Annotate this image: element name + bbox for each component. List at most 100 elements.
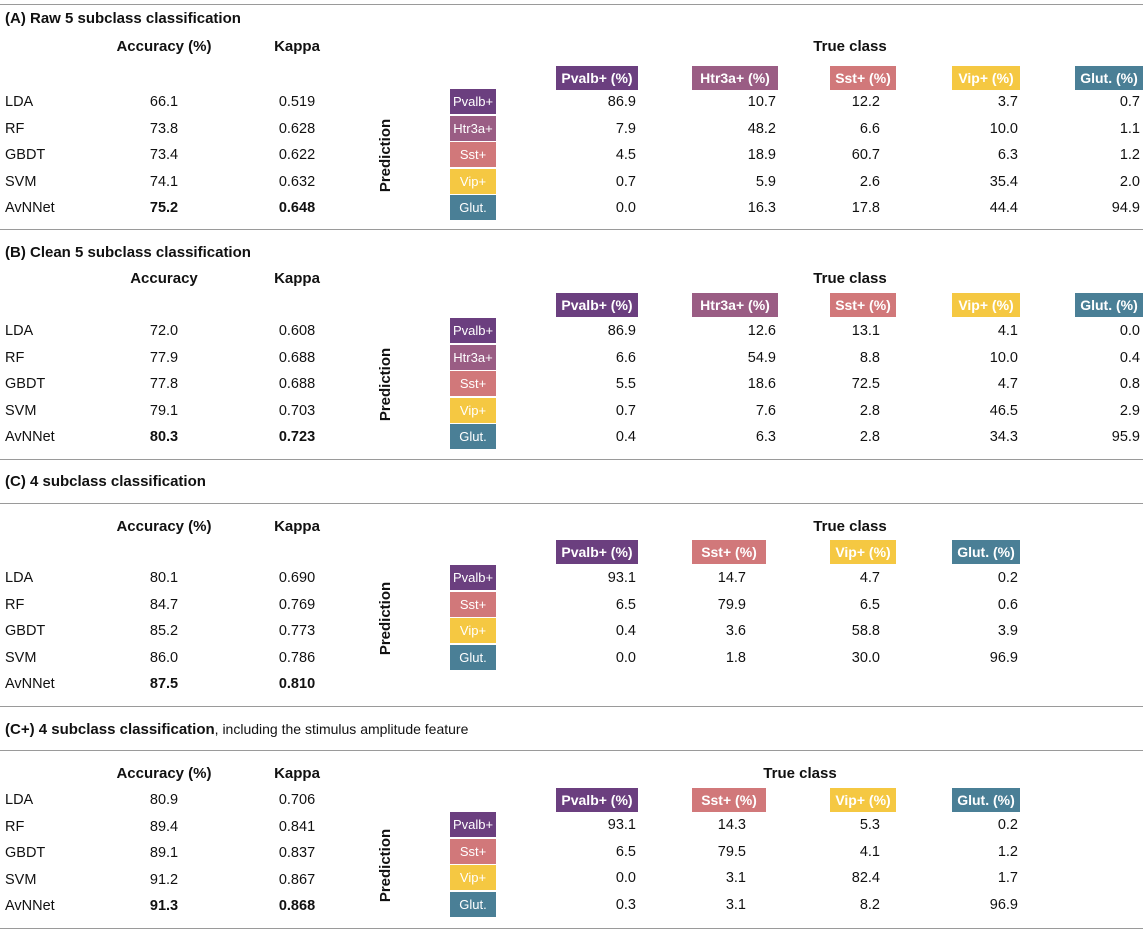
confusion-matrix-cell: 13.1 [851,323,880,339]
true-class-badge: Glut. (%) [1075,66,1143,90]
section-title: (C) 4 subclass classification [5,473,206,490]
confusion-matrix-cell: 5.5 [615,376,636,392]
true-class-badge: Pvalb+ (%) [556,540,638,564]
prediction-class-label: Glut. [450,891,496,918]
prediction-class-label: Vip+ [450,618,496,644]
confusion-matrix-cell: 0.0 [615,200,636,216]
accuracy-value: 87.5 [149,676,179,692]
confusion-matrix-cell: 2.8 [859,402,880,419]
confusion-matrix-cell: 0.6 [997,596,1018,613]
confusion-matrix-cell: 16.3 [747,200,776,216]
confusion-matrix-cell: 35.4 [989,173,1018,190]
confusion-matrix-cell: 93.1 [607,570,636,586]
section-divider [0,229,1143,230]
true-class-badge: Sst+ (%) [830,293,896,317]
confusion-matrix-cell: 18.9 [747,147,776,163]
kappa-value: 0.703 [278,402,316,419]
true-class-badge: Vip+ (%) [830,788,896,812]
accuracy-value: 80.3 [149,429,179,445]
accuracy-value: 72.0 [149,323,179,339]
accuracy-header: Accuracy (%) [116,38,212,55]
confusion-matrix-cell: 4.5 [615,147,636,163]
confusion-matrix-cell: 1.2 [997,843,1018,860]
method-name: GBDT [5,845,46,861]
true-class-badge: Glut. (%) [952,788,1020,812]
kappa-value: 0.648 [278,200,316,216]
kappa-value: 0.690 [278,570,316,586]
prediction-class-label: Htr3a+ [450,344,496,371]
method-name: RF [5,596,25,613]
confusion-matrix-cell: 86.9 [607,94,636,110]
confusion-matrix-cell: 6.6 [859,120,880,137]
confusion-matrix-cell: 95.9 [1111,429,1140,445]
true-class-header: True class [813,270,887,287]
method-name: SVM [5,173,37,190]
method-name: SVM [5,402,37,419]
confusion-matrix-cell: 14.3 [717,817,746,833]
kappa-header: Kappa [274,38,320,55]
confusion-matrix-cell: 6.3 [997,147,1018,163]
accuracy-value: 77.9 [149,349,179,366]
confusion-matrix-cell: 6.6 [615,349,636,366]
confusion-matrix-cell: 72.5 [851,376,880,392]
kappa-value: 0.773 [278,623,316,639]
kappa-value: 0.786 [278,649,316,666]
true-class-badge: Vip+ (%) [952,66,1020,90]
true-class-badge: Htr3a+ (%) [692,66,778,90]
confusion-matrix-cell: 82.4 [851,870,880,886]
prediction-axis-text: Prediction [377,828,395,902]
prediction-class-label: Sst+ [450,142,496,168]
confusion-matrix-cell: 0.7 [1119,94,1140,110]
confusion-matrix-cell: 6.5 [615,596,636,613]
confusion-matrix-cell: 0.7 [615,173,636,190]
true-class-badge: Sst+ (%) [830,66,896,90]
accuracy-value: 85.2 [149,623,179,639]
section-title-bold: (C) 4 subclass classification [5,473,206,490]
confusion-matrix-cell: 6.3 [755,429,776,445]
section-divider [0,706,1143,707]
true-class-badge: Pvalb+ (%) [556,293,638,317]
prediction-axis-text: Prediction [377,347,395,421]
accuracy-value: 79.1 [149,402,179,419]
section-title-bold: (B) Clean 5 subclass classification [5,244,251,261]
accuracy-value: 89.4 [149,818,179,835]
true-class-header: True class [763,765,837,782]
confusion-matrix-cell: 3.9 [997,623,1018,639]
accuracy-value: 75.2 [149,200,179,216]
confusion-matrix-cell: 4.7 [997,376,1018,392]
accuracy-header: Accuracy (%) [116,518,212,535]
method-name: GBDT [5,623,46,639]
confusion-matrix-cell: 3.1 [725,870,746,886]
accuracy-value: 73.8 [149,120,179,137]
accuracy-header: Accuracy (%) [116,765,212,782]
prediction-class-label: Vip+ [450,168,496,195]
prediction-axis-label: Prediction [376,565,396,671]
confusion-matrix-cell: 54.9 [747,349,776,366]
confusion-matrix-cell: 93.1 [607,817,636,833]
confusion-matrix-cell: 79.5 [717,843,746,860]
confusion-matrix-cell: 2.0 [1119,173,1140,190]
method-name: LDA [5,570,34,586]
prediction-class-label: Glut. [450,424,496,450]
confusion-matrix-cell: 8.8 [859,349,880,366]
accuracy-value: 80.9 [149,792,179,808]
method-name: AvNNet [5,200,55,216]
section-title: (A) Raw 5 subclass classification [5,10,241,27]
prediction-class-label: Pvalb+ [450,565,496,591]
kappa-value: 0.688 [278,349,316,366]
true-class-badge: Pvalb+ (%) [556,788,638,812]
confusion-matrix-cell: 3.6 [725,623,746,639]
kappa-value: 0.622 [278,147,316,163]
true-class-badge: Pvalb+ (%) [556,66,638,90]
section-title-bold: (A) Raw 5 subclass classification [5,10,241,27]
accuracy-value: 73.4 [149,147,179,163]
confusion-matrix-cell: 12.2 [851,94,880,110]
confusion-matrix-cell: 10.0 [989,120,1018,137]
confusion-matrix-cell: 1.7 [997,870,1018,886]
true-class-badge: Htr3a+ (%) [692,293,778,317]
confusion-matrix-cell: 12.6 [747,323,776,339]
true-class-badge: Vip+ (%) [830,540,896,564]
true-class-badge: Sst+ (%) [692,788,766,812]
method-name: AvNNet [5,898,55,914]
kappa-value: 0.810 [278,676,316,692]
